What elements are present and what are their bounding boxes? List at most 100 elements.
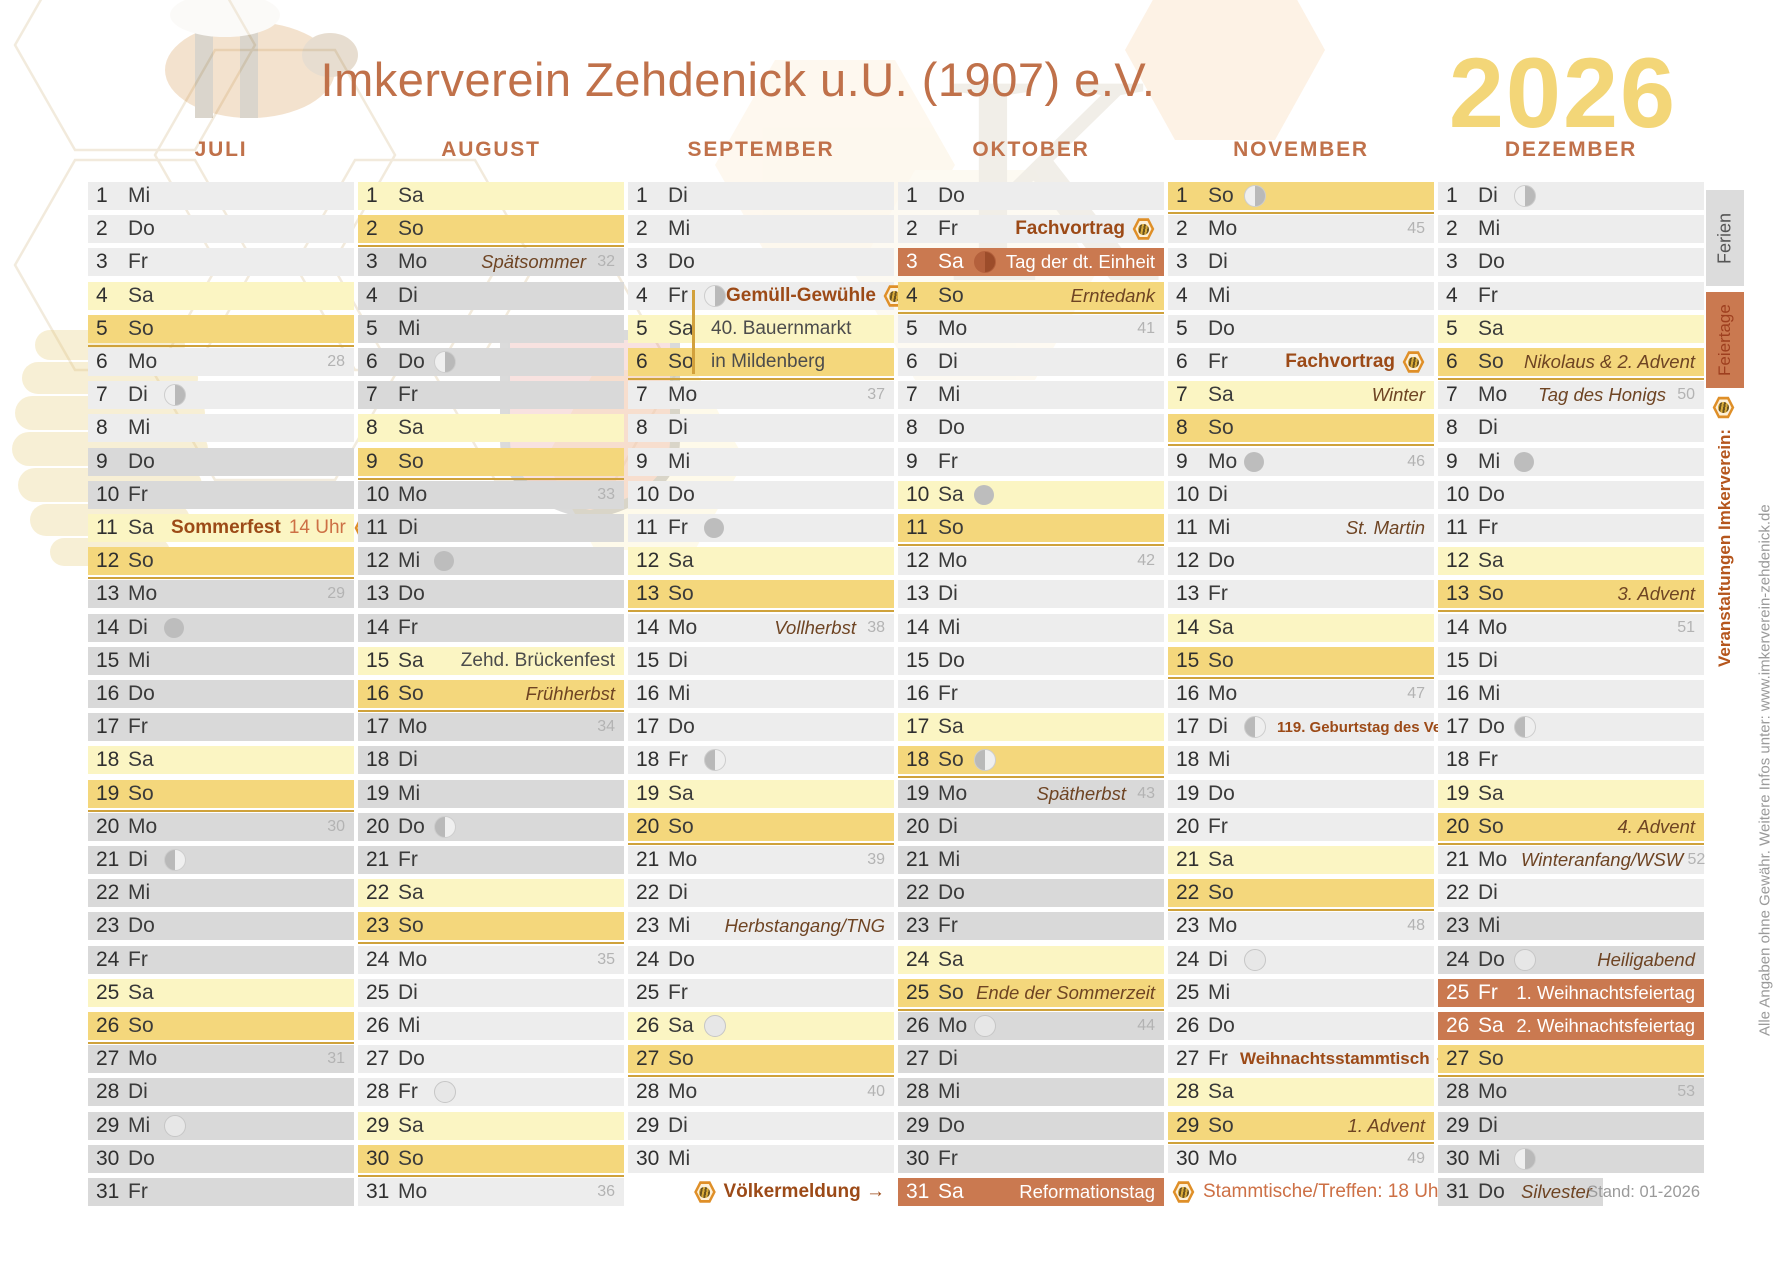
weekday-label: Do [668,483,695,506]
day-number: 21 [1176,848,1200,871]
day-row: 4 Sa [88,282,354,310]
weekday-label: Fr [398,848,418,871]
weekday-label: Mi [128,416,151,439]
day-row: 26 Sa [628,1012,894,1040]
day-row: 8 Mi [88,414,354,442]
weekday-label: Sa [668,549,694,572]
month-rows: 1 Di 2 Mi 3 Do 4 Fr Gemüll-Gewühle 5 Sa 40. Bauernm… [628,182,906,1248]
month-rows: 1 Do 2 Fr Fachvortrag 3 Sa Tag der dt. Einheit 4… [898,182,1164,1248]
day-number: 2 [366,217,378,240]
weekday-label: Sa [1478,1014,1504,1037]
day-row: 14 Di [88,614,354,642]
day-row: 21 Fr [358,846,624,874]
weekday-label: Do [128,217,155,240]
day-number: 18 [906,748,930,771]
day-row: 2 Mi [1438,215,1704,243]
day-number: 20 [96,815,120,838]
event-group: 36 [593,1183,624,1201]
day-row: 18 Sa [88,746,354,774]
day-row: 10 Do [628,481,894,509]
day-row: 3 Do [628,248,894,276]
day-number: 11 [636,516,658,539]
day-row: 19 So [88,780,354,812]
weekday-label: Fr [938,682,958,705]
day-row: 30 Mi [628,1145,894,1173]
weekday-label: So [1208,649,1234,672]
weekday-label: Di [1208,250,1228,273]
event-group: Tag der dt. Einheit [1006,251,1164,273]
day-row: 22 Do [898,879,1164,907]
event-group: 51 [1673,619,1704,637]
weekday-label: Mi [1478,217,1501,240]
day-number: 4 [1446,284,1458,307]
day-row: 7 Mo 37 [628,381,894,409]
day-row: 2 Mo 45 [1168,215,1434,243]
day-number: 9 [366,450,378,473]
day-number: 26 [366,1014,390,1037]
day-number: 11 [96,516,118,539]
day-number: 12 [906,549,930,572]
weekday-label: Di [938,350,958,373]
weekday-label: Di [128,616,148,639]
day-number: 9 [636,450,648,473]
day-row: 12 Sa [1438,547,1704,575]
day-row: 1 Sa [358,182,624,210]
weekday-label: Fr [128,483,148,506]
day-number: 29 [366,1114,390,1137]
event-label: Winteranfang/WSW [1521,849,1684,870]
day-row: 17 Di 119. Geburtstag des Verein [1168,713,1469,741]
day-row: 23 So [358,912,624,944]
day-number: 12 [636,549,660,572]
weekday-label: So [398,682,424,705]
weekday-label: Sa [938,1180,964,1203]
day-number: 16 [366,682,390,705]
day-number: 13 [636,582,660,605]
month-header: JULI [194,138,248,161]
day-row: 10 Sa [898,481,1164,509]
moon-nm-icon [164,618,184,638]
day-row: 2 So [358,215,624,247]
day-row: 17 Do [1438,713,1704,741]
day-row: 1 Mi [88,182,354,210]
day-number: 29 [1446,1114,1470,1137]
event-group: Winteranfang/WSW [1521,849,1683,871]
day-number: 26 [1446,1014,1470,1037]
day-row: 10 Fr [88,481,354,509]
day-number: 13 [1446,582,1470,605]
weekday-label: Do [128,1147,155,1170]
day-number: 5 [366,317,378,340]
day-number: 6 [366,350,378,373]
weekday-label: Mi [1208,981,1231,1004]
day-row: 5 Do [1168,315,1434,343]
weekday-label: Fr [938,1147,958,1170]
day-number: 19 [366,782,390,805]
weekday-label: Do [128,682,155,705]
day-number: 6 [96,350,108,373]
day-row: 18 Di [358,746,624,774]
page-title: Imkerverein Zehdenick u.U. (1907) e.V. [320,53,1156,106]
week-number: 52 [1687,851,1706,868]
day-row: 6 Do [358,348,624,376]
day-row: 20 Di [898,813,1164,841]
weekday-label: Fr [1208,582,1228,605]
day-row: 9 Mi [1438,448,1704,476]
weekday-label: Mi [398,782,421,805]
event-group: 53 [1673,1083,1704,1101]
day-row: 3 Sa Tag der dt. Einheit [898,248,1164,276]
weekday-label: Di [128,848,148,871]
event-label: Stammtische/Treffen: 18 Uhr [1203,1181,1445,1202]
moon-fq-icon [164,849,186,871]
event-group: 48 [1403,917,1434,935]
event-group: Vollherbst 38 [774,617,894,639]
week-number: 48 [1407,917,1425,934]
event-group: 42 [1133,552,1164,570]
day-row: 6 So in Mildenberg [628,348,894,380]
day-row: 5 Mi [358,315,624,343]
weekday-label: Mo [398,250,428,273]
weekday-label: So [128,549,154,572]
day-row: 9 So [358,448,624,480]
day-row: 23 Mi Herbstangang/TNG [628,912,894,940]
day-number: 22 [1446,881,1470,904]
month-rows: 1 Mi 2 Do 3 Fr 4 Sa 5 So 6 Mo 28 7 Di 8 Mi 9 Do 10 Fr 11 Sa Som… [88,182,377,1248]
day-number: 30 [1446,1147,1470,1170]
